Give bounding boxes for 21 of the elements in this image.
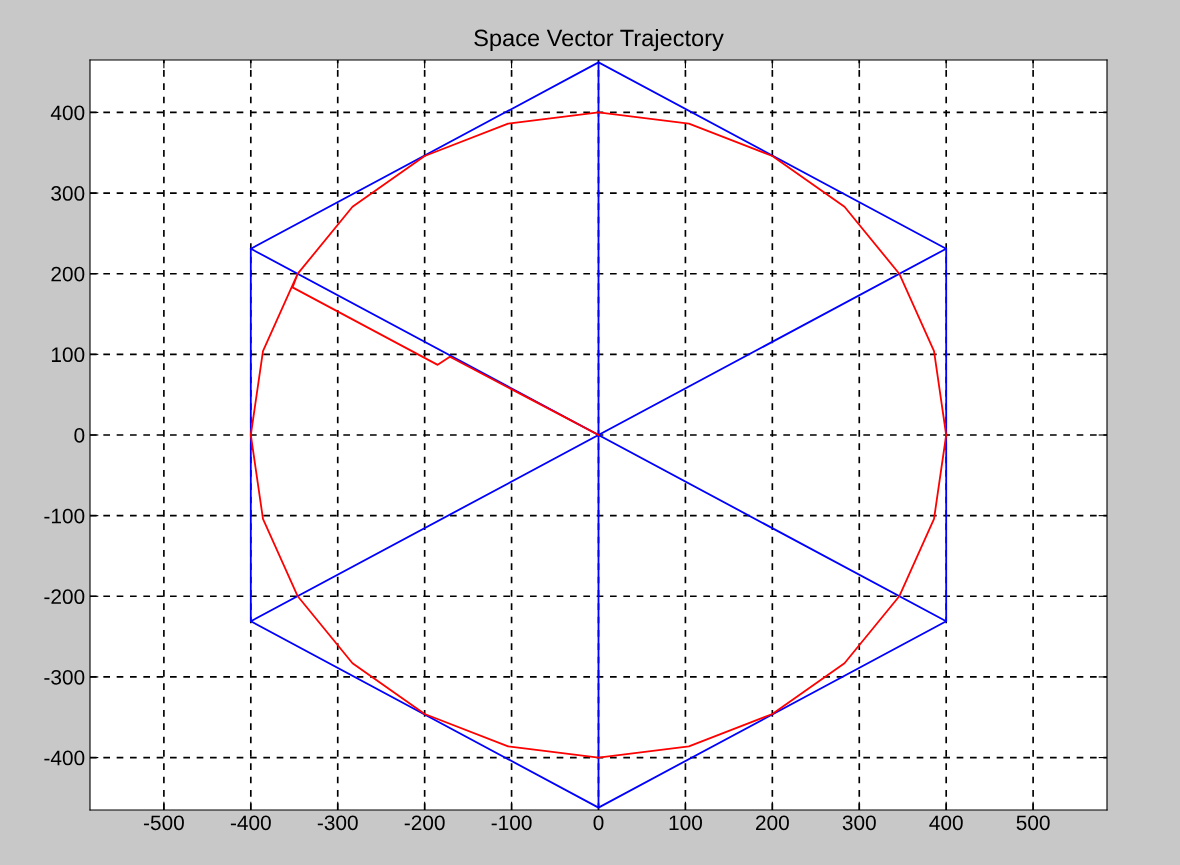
x-tick-label: -200 [404, 815, 445, 831]
y-tick-label: 0 [74, 428, 85, 443]
y-tick-label: -200 [44, 589, 85, 605]
y-tick-label: -100 [44, 508, 85, 524]
x-tick-label: -500 [143, 815, 184, 831]
y-tick-label: -300 [44, 669, 85, 685]
y-tick-label: -400 [44, 750, 85, 766]
x-tick-label: 0 [593, 815, 604, 831]
y-tick-label: 400 [50, 105, 85, 121]
y-tick-label: 300 [51, 186, 85, 201]
x-tick-label: 100 [669, 815, 702, 831]
x-tick-label: 500 [1016, 815, 1050, 831]
x-tick-label: -300 [317, 815, 358, 831]
x-tick-label: -100 [491, 815, 532, 831]
x-tick-label: 200 [756, 815, 789, 831]
x-tick-label: 400 [929, 815, 963, 831]
y-tick-label: 200 [51, 266, 85, 282]
x-tick-label: 300 [842, 815, 876, 831]
x-tick-label: -400 [230, 815, 271, 831]
chart-title: Space Vector Trajectory [474, 29, 724, 52]
y-tick-label: 100 [51, 347, 85, 363]
